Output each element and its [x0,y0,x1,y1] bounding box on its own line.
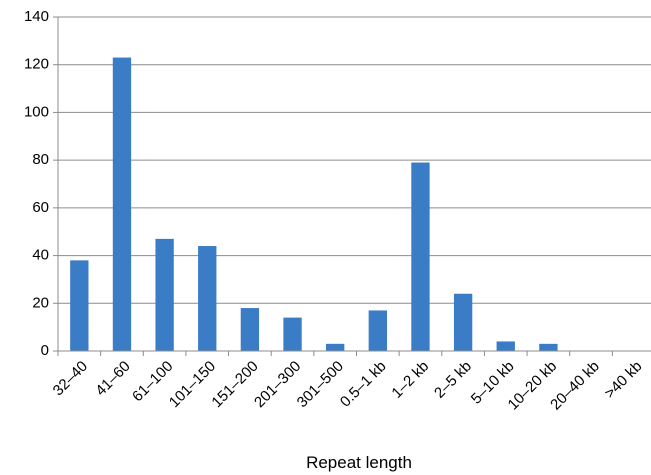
bar-0 [70,260,89,351]
bar-9 [453,293,473,351]
x-tick-labels: 32–40 41–6061–100101–150151–200201–300301… [50,358,646,414]
x-tick-label: 0.5–1 kb [337,358,390,411]
y-tick-label: 80 [32,151,49,168]
bar-8 [411,162,430,351]
bar-4 [240,308,260,351]
x-tick-label: 32–40 [50,358,92,400]
bar-5 [283,317,302,351]
bar-2 [155,238,174,351]
bar-3 [198,246,217,351]
y-tick-label: 40 [32,247,49,264]
y-tick-label: 140 [24,8,49,25]
x-tick-label: 1–2 kb [388,358,432,402]
gridlines [58,16,651,304]
x-tick-label: >40 kb [601,358,645,402]
bar-11 [539,343,558,351]
bar-10 [496,341,515,351]
y-tick-label: 60 [32,199,49,216]
y-tick-label: 100 [24,103,49,120]
bar-7 [368,310,387,351]
y-tick-label: 120 [24,56,49,73]
bars [70,57,558,352]
axes [53,16,651,356]
y-tick-label: 0 [41,342,49,359]
x-tick-label: 41–60 [92,358,134,400]
y-tick-label: 20 [32,294,49,311]
y-tick-labels: 0 20 40 60 80 100 120 140 [24,8,49,359]
x-tick-label: 301–500 [294,358,347,411]
bar-1 [112,57,132,352]
x-axis-title: Repeat length [306,453,412,472]
bar-6 [326,343,345,351]
